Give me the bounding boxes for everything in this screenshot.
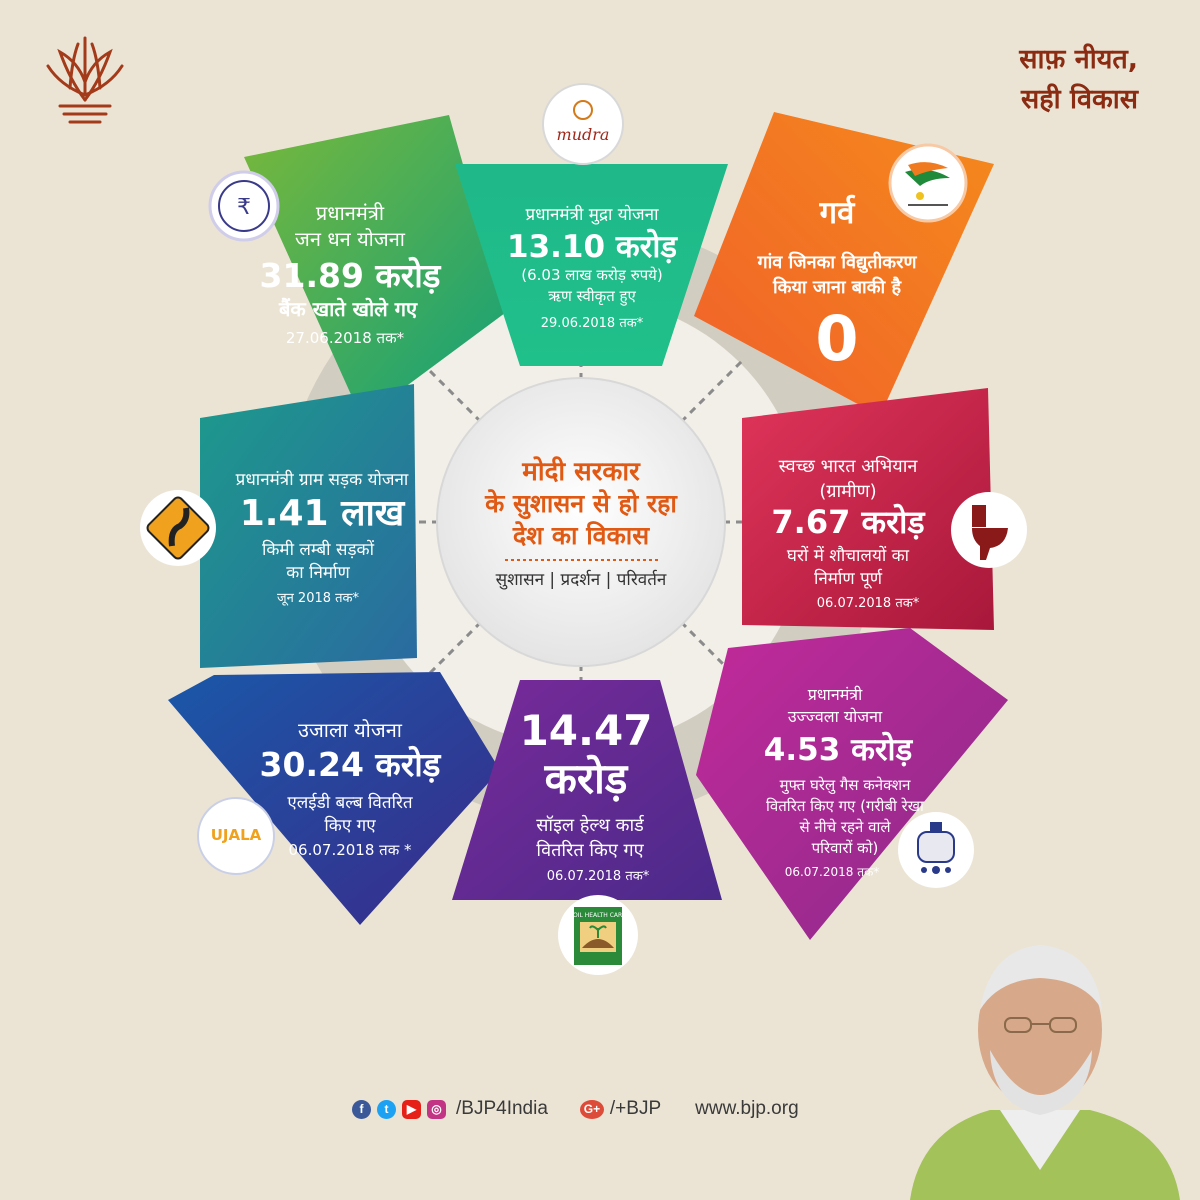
segment-ujala (168, 672, 500, 925)
segment-ujjwala (696, 628, 1008, 940)
svg-text:₹: ₹ (237, 195, 251, 220)
swachh-line1: स्वच्छ भारत अभियान (779, 455, 919, 477)
toilet-icon (951, 492, 1027, 568)
garv-title: गर्व (819, 194, 856, 231)
gramsadak-value: 1.41 लाख (240, 493, 406, 534)
garv-desc1: गांव जिनका विद्युतीकरण (757, 251, 918, 274)
bjp-lotus-logo (46, 36, 124, 124)
road-sign-icon (140, 490, 216, 566)
ujjwala-desc1: मुफ्त घरेलु गैस कनेक्शन (780, 776, 911, 795)
svg-text:mudra: mudra (557, 125, 610, 144)
ujala-value: 30.24 करोड़ (260, 745, 442, 784)
ujala-line1: उजाला योजना (298, 718, 403, 742)
segment-gramsadak (200, 384, 417, 668)
website-link[interactable]: www.bjp.org (695, 1098, 799, 1119)
swachh-date: 06.07.2018 तक* (817, 596, 920, 611)
soil-value1: 14.47 (520, 706, 653, 755)
ujala-logo: UJALA (197, 797, 275, 875)
footer: f t ▶ ◎ /BJP4India G+ /+BJP www.bjp.org (352, 1094, 799, 1124)
garv-value: 0 (815, 302, 858, 375)
social-handle[interactable]: /BJP4India (456, 1098, 548, 1119)
jandhan-logo: ₹ (208, 170, 280, 242)
ujjwala-value: 4.53 करोड़ (764, 731, 914, 768)
twitter-icon[interactable]: t (377, 1099, 396, 1119)
garv-logo (888, 143, 968, 223)
segment-swachh (742, 388, 994, 630)
ujjwala-desc4: परिवारों को) (812, 839, 879, 857)
swachh-line2: (ग्रामीण) (819, 480, 876, 502)
portrait (910, 945, 1180, 1200)
mudra-desc2: ऋण स्वीकृत हुए (548, 287, 636, 306)
mudra-logo: mudra (542, 83, 624, 165)
center-line2: के सुशासन से हो रहा (484, 489, 678, 520)
gas-cylinder-icon (898, 812, 974, 888)
mudra-date: 29.06.2018 तक* (541, 316, 644, 331)
ujjwala-desc3: से नीचे रहने वाले (800, 818, 892, 836)
swachh-desc2: निर्माण पूर्ण (814, 568, 883, 589)
soil-desc1: सॉइल हेल्थ कार्ड (536, 814, 644, 836)
center-sub: सुशासन | प्रदर्शन | परिवर्तन (496, 569, 667, 590)
google-plus-icon[interactable]: G+ (579, 1099, 604, 1119)
swachh-desc1: घरों में शौचालयों का (787, 545, 910, 566)
svg-text:SOIL HEALTH CARD: SOIL HEALTH CARD (569, 912, 627, 919)
swachh-value: 7.67 करोड़ (771, 503, 925, 541)
jandhan-line2: जन धन योजना (295, 227, 406, 251)
jandhan-date: 27.06.2018 तक* (286, 329, 405, 347)
instagram-icon[interactable]: ◎ (427, 1099, 446, 1119)
ujjwala-desc2: वितरित किए गए (गरीबी रेखा (766, 797, 925, 815)
garv-desc2: किया जाना बाकी है (772, 276, 902, 298)
center-disc (436, 377, 726, 667)
tagline-line2: सही विकास (1021, 84, 1138, 115)
center-line3: देश का विकास (512, 521, 650, 550)
soil-value2: करोड़ (544, 754, 629, 803)
jandhan-value: 31.89 करोड़ (260, 256, 442, 295)
ujala-desc2: किए गए (324, 815, 376, 836)
svg-text:UJALA: UJALA (211, 826, 262, 844)
gramsadak-desc1: किमी लम्बी सड़कों (262, 539, 375, 560)
ujala-date: 06.07.2018 तक * (289, 841, 412, 859)
facebook-icon[interactable]: f (352, 1099, 371, 1119)
youtube-icon[interactable]: ▶ (402, 1099, 421, 1119)
mudra-desc1: (6.03 लाख करोड़ रुपये) (521, 266, 663, 284)
gramsadak-date: जून 2018 तक* (277, 591, 360, 606)
gramsadak-line1: प्रधानमंत्री ग्राम सड़क योजना (236, 469, 409, 490)
ujjwala-line1: प्रधानमंत्री (808, 685, 863, 704)
ujjwala-date: 06.07.2018 तक* (785, 865, 880, 879)
gplus-handle[interactable]: /+BJP (609, 1098, 662, 1119)
segment-jandhan (244, 115, 505, 419)
tagline-line1: साफ़ नीयत, (1019, 44, 1138, 75)
tagline: साफ़ नीयत, सही विकास (918, 40, 1138, 120)
center-line1: मोदी सरकार (521, 456, 641, 487)
jandhan-line1: प्रधानमंत्री (316, 201, 385, 225)
segment-soil (452, 680, 722, 900)
ujala-desc1: एलईडी बल्ब वितरित (287, 792, 413, 813)
gramsadak-desc2: का निर्माण (286, 562, 350, 583)
mudra-value: 13.10 करोड़ (507, 228, 678, 265)
soil-date: 06.07.2018 तक* (547, 869, 650, 884)
jandhan-desc: बैंक खाते खोले गए (278, 297, 418, 321)
ujjwala-line2: उज्ज्वला योजना (788, 707, 883, 726)
soil-card-logo: SOIL HEALTH CARD (558, 895, 638, 975)
segment-mudra (455, 164, 728, 366)
mudra-line1: प्रधानमंत्री मुद्रा योजना (525, 204, 659, 225)
soil-desc2: वितरित किए गए (536, 839, 644, 861)
